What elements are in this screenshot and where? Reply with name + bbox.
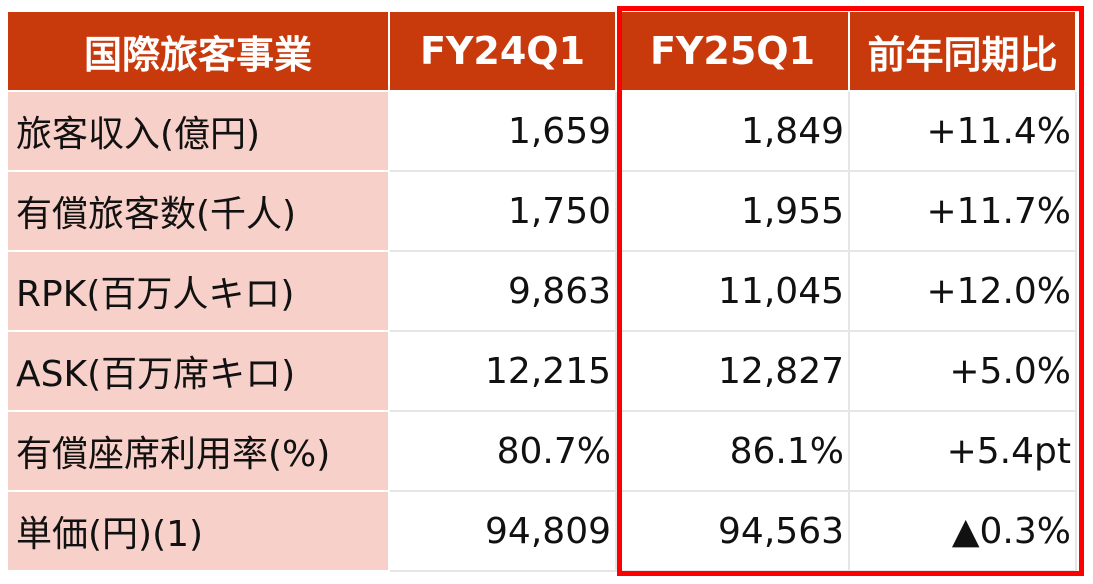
cell-fy24q1: 94,809 <box>388 490 617 572</box>
header-fy25q1: FY25Q1 <box>615 10 850 92</box>
international-passenger-table: 国際旅客事業 FY24Q1 FY25Q1 前年同期比 旅客収入(億円) 1,65… <box>6 10 1077 572</box>
cell-fy25q1: 86.1% <box>615 410 850 492</box>
table-row: 単価(円)(1) 94,809 94,563 ▲0.3% <box>6 490 1077 572</box>
cell-yoy: +5.0% <box>848 330 1077 412</box>
cell-yoy: +11.4% <box>848 90 1077 172</box>
cell-fy24q1: 1,659 <box>388 90 617 172</box>
cell-yoy: ▲0.3% <box>848 490 1077 572</box>
header-segment: 国際旅客事業 <box>6 10 390 92</box>
table-row: RPK(百万人キロ) 9,863 11,045 +12.0% <box>6 250 1077 332</box>
row-label: 単価(円)(1) <box>6 490 390 572</box>
cell-fy25q1: 11,045 <box>615 250 850 332</box>
cell-fy24q1: 9,863 <box>388 250 617 332</box>
cell-fy24q1: 12,215 <box>388 330 617 412</box>
cell-fy25q1: 94,563 <box>615 490 850 572</box>
cell-yoy: +5.4pt <box>848 410 1077 492</box>
table-row: 旅客収入(億円) 1,659 1,849 +11.4% <box>6 90 1077 172</box>
header-fy24q1: FY24Q1 <box>388 10 617 92</box>
row-label: 有償座席利用率(%) <box>6 410 390 492</box>
row-label: 有償旅客数(千人) <box>6 170 390 252</box>
row-label: 旅客収入(億円) <box>6 90 390 172</box>
table-row: ASK(百万席キロ) 12,215 12,827 +5.0% <box>6 330 1077 412</box>
row-label: RPK(百万人キロ) <box>6 250 390 332</box>
cell-fy24q1: 1,750 <box>388 170 617 252</box>
table-row: 有償旅客数(千人) 1,750 1,955 +11.7% <box>6 170 1077 252</box>
cell-fy24q1: 80.7% <box>388 410 617 492</box>
table-row: 有償座席利用率(%) 80.7% 86.1% +5.4pt <box>6 410 1077 492</box>
cell-fy25q1: 12,827 <box>615 330 850 412</box>
cell-fy25q1: 1,849 <box>615 90 850 172</box>
cell-yoy: +12.0% <box>848 250 1077 332</box>
cell-yoy: +11.7% <box>848 170 1077 252</box>
cell-fy25q1: 1,955 <box>615 170 850 252</box>
header-yoy: 前年同期比 <box>848 10 1077 92</box>
header-row: 国際旅客事業 FY24Q1 FY25Q1 前年同期比 <box>6 10 1077 92</box>
row-label: ASK(百万席キロ) <box>6 330 390 412</box>
